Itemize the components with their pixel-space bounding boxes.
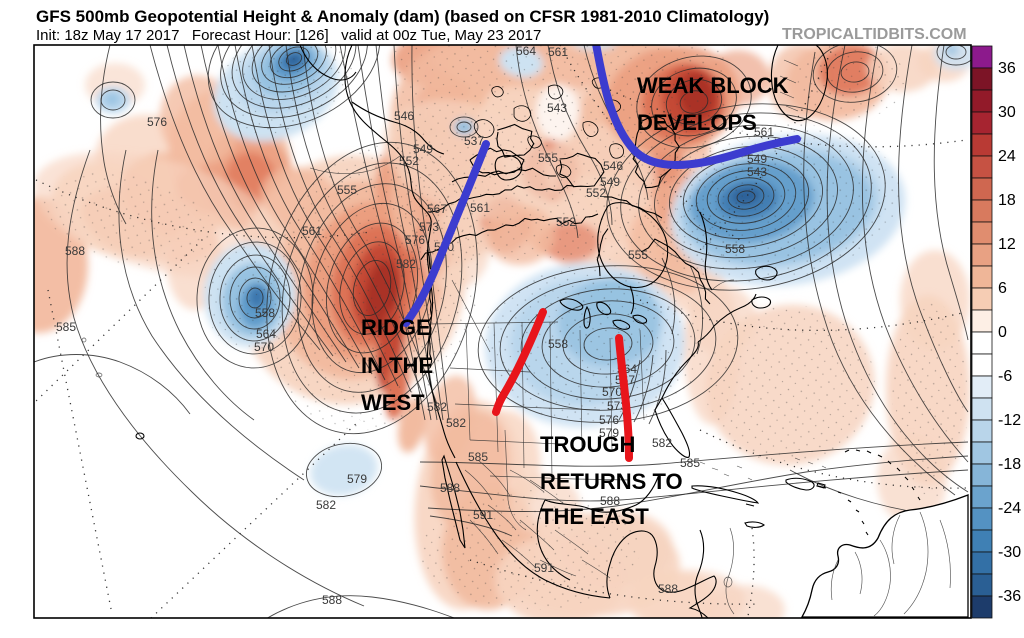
svg-text:18: 18 xyxy=(998,192,1016,209)
svg-text:DEVELOPS: DEVELOPS xyxy=(637,110,757,135)
svg-text:564: 564 xyxy=(516,44,536,58)
svg-text:Init: 18z May 17 2017 Foreca: Init: 18z May 17 2017 Forecast Hour: [12… xyxy=(36,27,541,44)
svg-text:576: 576 xyxy=(599,413,619,427)
svg-text:552: 552 xyxy=(556,215,576,229)
svg-text:570: 570 xyxy=(602,385,622,399)
svg-text:585: 585 xyxy=(680,456,700,470)
svg-text:GFS 500mb Geopotential Height: GFS 500mb Geopotential Height & Anomaly … xyxy=(36,7,769,26)
svg-text:543: 543 xyxy=(547,101,567,115)
svg-text:6: 6 xyxy=(998,280,1007,297)
svg-text:588: 588 xyxy=(322,593,342,607)
svg-text:555: 555 xyxy=(628,248,648,262)
svg-text:588: 588 xyxy=(65,244,85,258)
svg-text:-12: -12 xyxy=(998,412,1021,429)
svg-text:591: 591 xyxy=(473,508,493,522)
svg-text:IN THE: IN THE xyxy=(361,353,433,378)
svg-text:585: 585 xyxy=(56,320,76,334)
svg-text:0: 0 xyxy=(998,324,1007,341)
svg-text:-36: -36 xyxy=(998,588,1021,605)
svg-text:36: 36 xyxy=(998,60,1016,77)
svg-text:588: 588 xyxy=(658,582,678,596)
svg-text:WEST: WEST xyxy=(361,390,425,415)
svg-text:582: 582 xyxy=(396,257,416,271)
svg-text:582: 582 xyxy=(446,416,466,430)
svg-text:THE EAST: THE EAST xyxy=(540,504,649,529)
svg-text:TROUGH: TROUGH xyxy=(540,432,635,457)
svg-text:537: 537 xyxy=(464,134,484,148)
svg-text:24: 24 xyxy=(998,148,1016,165)
svg-text:567: 567 xyxy=(427,202,447,216)
svg-text:-24: -24 xyxy=(998,500,1021,517)
svg-text:582: 582 xyxy=(652,436,672,450)
svg-text:558: 558 xyxy=(548,337,568,351)
svg-text:579: 579 xyxy=(599,426,619,440)
svg-text:579: 579 xyxy=(347,472,367,486)
svg-text:-18: -18 xyxy=(998,456,1021,473)
svg-text:555: 555 xyxy=(538,151,558,165)
svg-text:TROPICALTIDBITS.COM: TROPICALTIDBITS.COM xyxy=(782,26,967,43)
svg-text:573: 573 xyxy=(419,220,439,234)
svg-text:582: 582 xyxy=(316,498,336,512)
svg-text:561: 561 xyxy=(470,201,490,215)
svg-text:585: 585 xyxy=(468,450,488,464)
svg-text:549: 549 xyxy=(600,175,620,189)
svg-text:591: 591 xyxy=(534,561,554,575)
svg-text:546: 546 xyxy=(603,159,623,173)
svg-text:12: 12 xyxy=(998,236,1016,253)
svg-text:564: 564 xyxy=(256,327,276,341)
svg-text:561: 561 xyxy=(302,224,322,238)
svg-text:549: 549 xyxy=(413,142,433,156)
svg-text:549: 549 xyxy=(747,152,767,166)
svg-text:30: 30 xyxy=(998,104,1016,121)
svg-text:546: 546 xyxy=(394,109,414,123)
svg-text:WEAK BLOCK: WEAK BLOCK xyxy=(637,73,789,98)
svg-text:582: 582 xyxy=(427,400,447,414)
svg-text:RIDGE: RIDGE xyxy=(361,315,431,340)
svg-text:558: 558 xyxy=(255,306,275,320)
svg-text:570: 570 xyxy=(254,340,274,354)
svg-text:552: 552 xyxy=(399,154,419,168)
svg-text:-6: -6 xyxy=(998,368,1012,385)
svg-text:RETURNS TO: RETURNS TO xyxy=(540,469,683,494)
svg-text:552: 552 xyxy=(586,186,606,200)
svg-text:-30: -30 xyxy=(998,544,1021,561)
svg-text:576: 576 xyxy=(147,115,167,129)
svg-text:561: 561 xyxy=(548,45,568,59)
svg-text:588: 588 xyxy=(600,494,620,508)
svg-text:588: 588 xyxy=(440,481,460,495)
svg-text:576: 576 xyxy=(405,233,425,247)
svg-text:543: 543 xyxy=(747,165,767,179)
svg-text:558: 558 xyxy=(725,242,745,256)
svg-text:555: 555 xyxy=(337,183,357,197)
svg-text:546: 546 xyxy=(630,34,650,48)
svg-text:561: 561 xyxy=(754,125,774,139)
